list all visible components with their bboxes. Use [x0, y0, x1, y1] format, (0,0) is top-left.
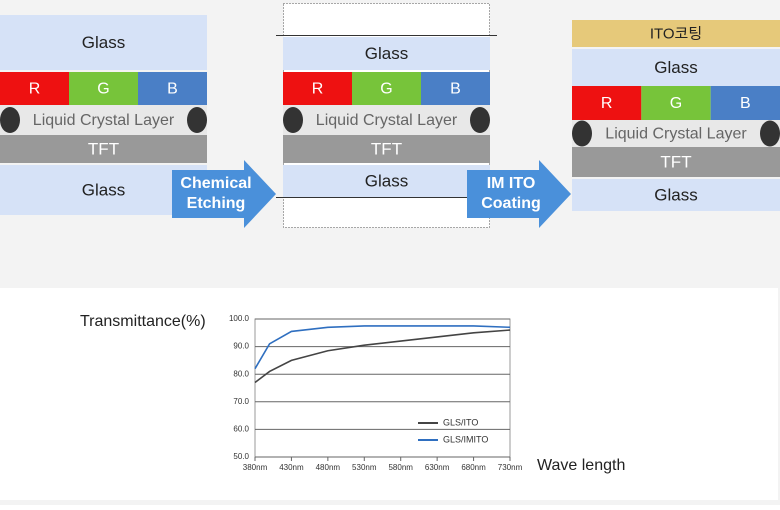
layer-label: Glass	[82, 180, 125, 199]
series-line	[254, 329, 511, 384]
process-arrow	[172, 160, 276, 228]
color-filter	[572, 86, 642, 120]
y-tick-label: 50.0	[233, 452, 249, 461]
x-tick-label: 380nm	[243, 463, 268, 472]
layer-label: G	[97, 81, 109, 98]
legend-label: GLS/ITO	[443, 417, 478, 427]
color-filter	[0, 72, 69, 105]
x-tick-label: 580nm	[388, 463, 413, 472]
series-line	[254, 325, 511, 370]
spacer	[283, 107, 303, 133]
layer-label: TFT	[371, 139, 402, 158]
glass-top	[283, 37, 490, 70]
spacer	[187, 107, 207, 133]
x-tick-label: 530nm	[352, 463, 377, 472]
layer-label: Glass	[365, 171, 408, 190]
glass-top	[0, 15, 207, 70]
layer-label: Glass	[365, 44, 408, 63]
layer-label: G	[380, 81, 392, 98]
spacer	[0, 107, 20, 133]
tft	[283, 135, 490, 163]
y-tick-label: 90.0	[233, 342, 249, 351]
legend-label: GLS/IMITO	[443, 434, 488, 444]
spacer	[760, 120, 780, 147]
layer-label: B	[167, 81, 178, 98]
arrow-label: Coating	[481, 195, 541, 212]
y-tick-label: 60.0	[233, 425, 249, 434]
liquid-crystal-layer	[0, 105, 207, 135]
layer-label: Liquid Crystal Layer	[316, 112, 458, 129]
x-tick-label: 480nm	[316, 463, 341, 472]
glass-top	[572, 49, 780, 86]
x-tick-label: 680nm	[461, 463, 486, 472]
color-filter	[352, 72, 421, 105]
layer-label: TFT	[88, 139, 119, 158]
x-axis-title: Wave length	[537, 457, 625, 474]
spacer	[572, 120, 592, 147]
process-arrow	[467, 160, 571, 228]
layer-label: R	[312, 81, 324, 98]
layer-label: Liquid Crystal Layer	[33, 112, 175, 129]
color-filter	[69, 72, 138, 105]
arrow-label: IM ITO	[487, 175, 536, 192]
layer-label: Glass	[82, 33, 125, 52]
y-tick-label: 100.0	[229, 314, 250, 323]
x-tick-label: 730nm	[498, 463, 523, 472]
arrow-label: Chemical	[180, 175, 251, 192]
y-axis-title: Transmittance(%)	[80, 313, 206, 330]
layer-label: Glass	[654, 185, 697, 204]
y-tick-label: 70.0	[233, 397, 249, 406]
layer-label: ITO코팅	[650, 25, 702, 42]
layer-label: TFT	[660, 152, 691, 171]
layer-label: Glass	[654, 58, 697, 77]
color-filter	[421, 72, 490, 105]
y-tick-label: 80.0	[233, 369, 249, 378]
layer-label: R	[29, 81, 41, 98]
layer-label: G	[670, 95, 682, 112]
liquid-crystal-layer	[572, 120, 780, 147]
plot-frame	[254, 318, 511, 458]
layer-label: B	[450, 81, 461, 98]
tft	[0, 135, 207, 163]
glass-bottom	[283, 165, 490, 197]
x-tick-label: 430nm	[279, 463, 304, 472]
ito	[572, 20, 780, 47]
glass-bottom	[572, 179, 780, 211]
color-filter	[710, 86, 780, 120]
x-tick-label: 630nm	[425, 463, 450, 472]
layer-label: Liquid Crystal Layer	[605, 126, 747, 143]
arrow-label: Etching	[187, 195, 246, 212]
liquid-crystal-layer	[283, 105, 490, 135]
layer-label: B	[740, 95, 751, 112]
layer-label: R	[601, 95, 613, 112]
color-filter	[138, 72, 207, 105]
color-filter	[641, 86, 711, 120]
spacer	[470, 107, 490, 133]
color-filter	[283, 72, 352, 105]
tft	[572, 147, 780, 177]
